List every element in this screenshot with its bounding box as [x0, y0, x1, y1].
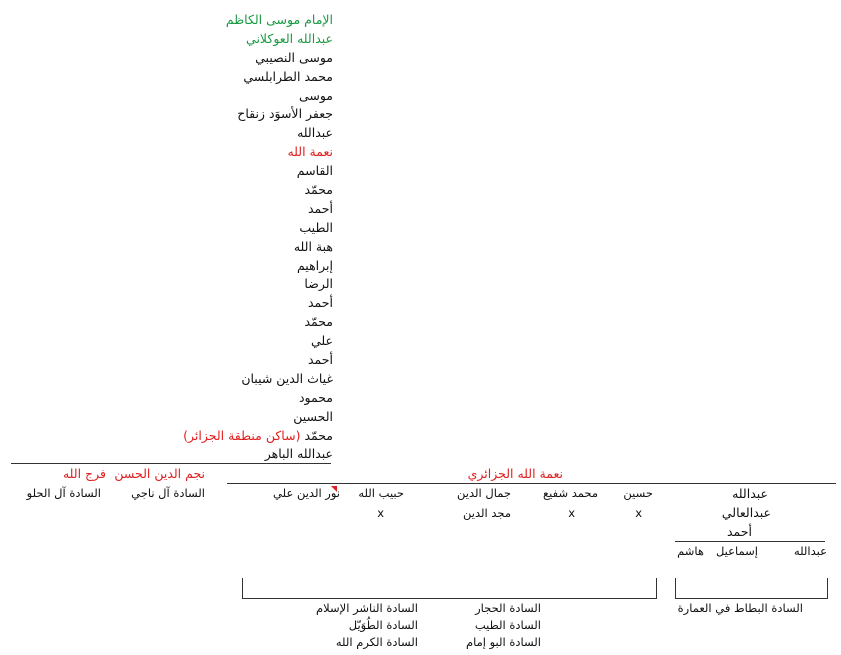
lineage-chain: الإمام موسى الكاظم عبدالله العوكلاني موسى … [33, 11, 333, 464]
chain-person: الإمام موسى الكاظم [33, 11, 333, 30]
chain-person: محمّد [33, 313, 333, 332]
chain-person: علي [33, 332, 333, 351]
chain-person: عبدالله العوكلاني [33, 30, 333, 49]
chain-person: موسى النصيبي [33, 49, 333, 68]
family-battat: السادة البطاط في العمارة [678, 603, 803, 615]
nimat-allah-jazairi-name: نعمة الله الجزائري [468, 468, 563, 481]
grandson-ismail: إسماعيل [716, 546, 758, 558]
chain-person: محمّد (ساكن منطقة الجزائر) [33, 427, 333, 446]
chain-person: محمد الطرابلسي [33, 68, 333, 87]
chain-person: غياث الدين شيبان [33, 370, 333, 389]
left-families-bracket [242, 578, 657, 599]
muhammad-shafi-x-mark: x [568, 508, 575, 520]
chain-person: أحمد [33, 294, 333, 313]
chain-person: عبدالله [33, 124, 333, 143]
right-family-bracket [675, 578, 828, 599]
faraj-allah-family: السادة آل الحلو [27, 488, 101, 500]
son-muhammad-shafi: محمد شفيع [543, 488, 598, 500]
family-nashir-islam: السادة الناشر الإسلام [316, 603, 418, 615]
chain-person: جعفر الأسوَد زنقاح [33, 105, 333, 124]
husayn-x-mark: x [635, 508, 642, 520]
chain-person: عبدالله الباهر [33, 445, 333, 464]
son-nur-aldin: نور الدين علي [273, 488, 340, 500]
family-hajjar: السادة الحجار [475, 603, 541, 615]
chain-person: القاسم [33, 162, 333, 181]
chain-person: الطيب [33, 219, 333, 238]
chain-person: الرضا [33, 275, 333, 294]
abdullah-chain-2: عبدالعالي [722, 507, 771, 520]
chain-person: الحسين [33, 408, 333, 427]
chain-person: هبة الله [33, 238, 333, 257]
najm-aldin-family: السادة آل ناجي [131, 488, 205, 500]
chain-person: موسى [33, 87, 333, 106]
habib-allah-x-mark: x [377, 508, 384, 520]
main-branch-line [11, 463, 331, 464]
najm-aldin-name: نجم الدين الحسن [114, 468, 205, 481]
chain-person: نعمة الله [33, 143, 333, 162]
abdullah-chain-1: عبدالله [732, 488, 768, 501]
abdullah-chain-3: أحمد [727, 526, 752, 539]
family-bu-imam: السادة البو إمام [466, 637, 541, 649]
grandson-abdullah: عبدالله [794, 546, 827, 558]
chain-person: أحمد [33, 200, 333, 219]
nimat-branch-line [227, 483, 836, 484]
chain-person: إبراهيم [33, 257, 333, 276]
grandson-hashim: هاشم [677, 546, 704, 558]
chain-person: محمود [33, 389, 333, 408]
grandsons-line [675, 541, 825, 542]
majd-aldin: مجد الدين [463, 508, 511, 520]
chain-person: محمّد [33, 181, 333, 200]
family-tuwayyil: السادة الطُوَيّل [349, 620, 418, 632]
son-habib-allah: حبيب الله [358, 488, 404, 500]
faraj-allah-name: فرج الله [63, 468, 106, 481]
family-karam-allah: السادة الكرم الله [336, 637, 418, 649]
son-jamal-aldin: جمال الدين [457, 488, 511, 500]
family-tayyib: السادة الطيب [475, 620, 541, 632]
chain-person: أحمد [33, 351, 333, 370]
chain-person-note: (ساكن منطقة الجزائر) [183, 428, 300, 443]
son-husayn: حسين [623, 488, 653, 500]
